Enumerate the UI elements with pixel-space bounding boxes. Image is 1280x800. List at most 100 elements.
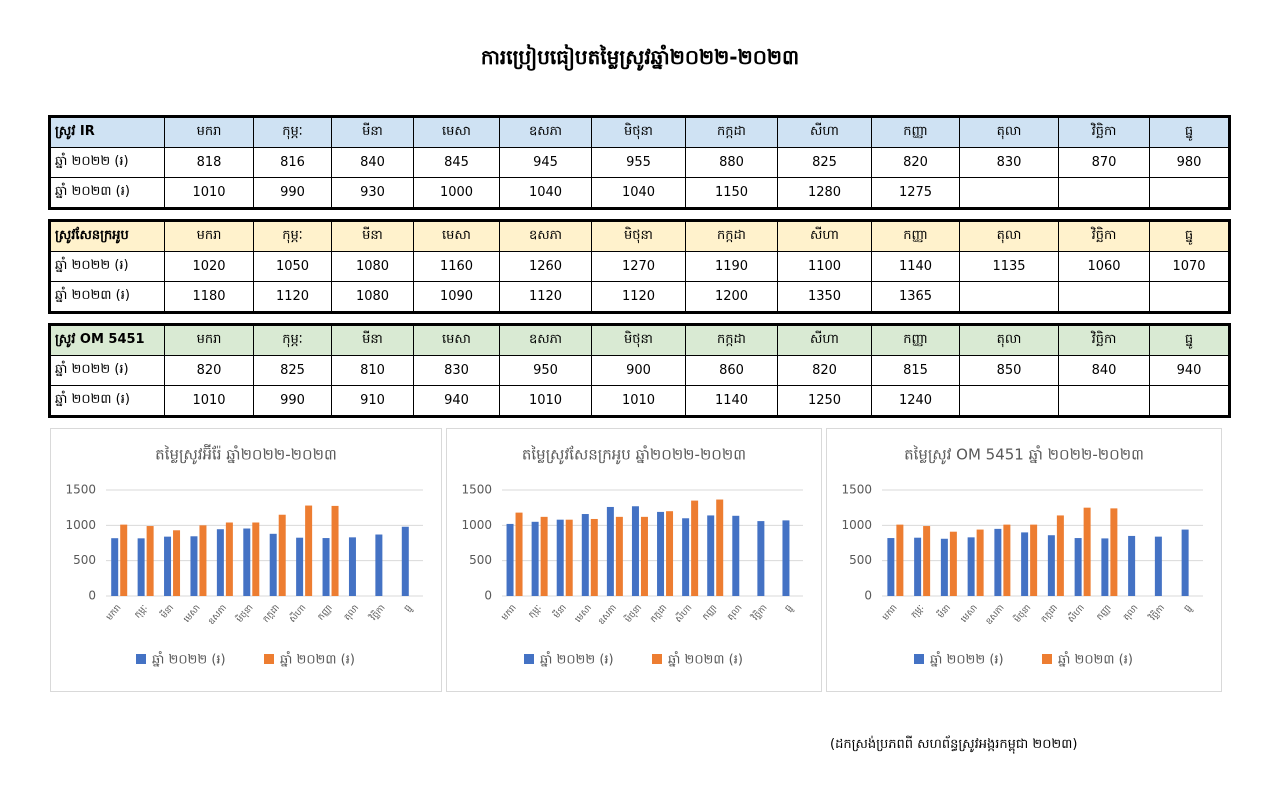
y-tick-label: 1000 [841, 518, 872, 532]
price-cell: 1150 [685, 177, 778, 209]
price-cell: 990 [253, 177, 332, 209]
price-cell: 1160 [413, 251, 500, 282]
month-header: កក្កដា [685, 116, 778, 148]
x-tick-label: មេសា [573, 603, 594, 625]
bar [111, 538, 119, 596]
row-label: ឆ្នាំ ២០២៣ (៛) [49, 177, 165, 209]
y-tick-label: 500 [469, 553, 492, 567]
x-tick-label: សីហា [672, 602, 694, 625]
x-tick-label: មករា [500, 603, 519, 623]
price-cell: 1050 [253, 251, 332, 282]
bar [531, 521, 539, 596]
x-tick-label: មេសា [959, 603, 980, 625]
price-cell: 820 [871, 147, 960, 178]
month-header: ធ្នូ [1149, 116, 1230, 148]
x-tick-label: មិថុនា [233, 602, 255, 625]
price-cell [1058, 385, 1150, 417]
y-tick-label: 0 [88, 589, 96, 603]
price-table: ស្រូវសែនក្រអូប មករា កុម្ភៈ មីនា មេសា ឧសភា មិថុ… [48, 219, 1231, 314]
y-tick-label: 0 [864, 589, 872, 603]
legend-swatch [264, 654, 274, 664]
row-label: ឆ្នាំ ២០២៣ (៛) [49, 281, 165, 313]
legend-label: ឆ្នាំ ២០២២ (៛) [540, 651, 614, 668]
month-header: វិច្ឆិកា [1058, 116, 1150, 148]
data-row: ឆ្នាំ ២០២២ (៛) 818 816 840 845 945 955 880 825 82… [49, 147, 1230, 178]
x-tick-label: ឧសភា [984, 603, 1006, 627]
price-cell: 1020 [164, 251, 254, 282]
bar [1003, 524, 1011, 596]
bar [887, 538, 895, 596]
month-header: សីហា [777, 116, 872, 148]
x-tick-label: កុម្ភៈ [133, 603, 150, 620]
month-header: មេសា [413, 116, 500, 148]
price-cell: 816 [253, 147, 332, 178]
price-cell: 815 [871, 355, 960, 386]
month-header: មករា [164, 220, 254, 252]
data-row: ឆ្នាំ ២០២២ (៛) 820 825 810 830 950 900 860 820 81… [49, 355, 1230, 386]
row-label: ឆ្នាំ ២០២២ (៛) [49, 251, 165, 282]
price-cell: 1120 [253, 281, 332, 313]
month-header: តុលា [959, 220, 1059, 252]
price-cell: 955 [591, 147, 686, 178]
chart-panel: តម្លៃស្រូវសែនក្រអូប ឆ្នាំ២០២២-២០២៣ 0 500 10… [446, 428, 822, 692]
bar [190, 536, 198, 596]
bar [640, 516, 648, 596]
price-cell: 990 [253, 385, 332, 417]
x-tick-label: កុម្ភៈ [910, 603, 927, 620]
bar [732, 515, 740, 596]
price-cell: 1120 [591, 281, 686, 313]
month-header: សីហា [777, 220, 872, 252]
bar [1110, 508, 1118, 596]
chart-panel: តម្លៃស្រូវអ៊ីរ៉ែ ឆ្នាំ២០២២-២០២៣ 0 500 1000 1… [50, 428, 442, 692]
bar [120, 524, 128, 596]
price-cell [959, 385, 1059, 417]
price-cell: 940 [1149, 355, 1230, 386]
price-cell [1149, 177, 1230, 209]
bar [1056, 515, 1064, 596]
month-header: មីនា [331, 116, 414, 148]
bar [1030, 524, 1038, 596]
price-cell: 1190 [685, 251, 778, 282]
month-header: តុលា [959, 324, 1059, 356]
month-header: មិថុនា [591, 116, 686, 148]
x-tick-label: កញ្ញា [1095, 603, 1114, 622]
price-cell: 1140 [685, 385, 778, 417]
x-tick-label: កក្កដា [1040, 603, 1061, 625]
row-label: ឆ្នាំ ២០២២ (៛) [49, 355, 165, 386]
bar [506, 523, 514, 596]
month-header: កុម្ភៈ [253, 220, 332, 252]
chart-panel: តម្លៃស្រូវ OM 5451 ឆ្នាំ ២០២២-២០២៣ 0 500 10… [826, 428, 1222, 692]
bar [782, 520, 790, 596]
row-label: ឆ្នាំ ២០២២ (៛) [49, 147, 165, 178]
bar [615, 516, 623, 596]
bar [1154, 536, 1162, 596]
x-tick-label: ធ្នូ [783, 603, 795, 615]
y-tick-label: 1500 [841, 483, 872, 497]
price-cell: 1260 [499, 251, 592, 282]
source-note: (ដកស្រង់ប្រភពពី សហព័ន្ធស្រូវអង្ករកម្ពុជា… [830, 737, 1078, 752]
bar [976, 529, 984, 596]
bar [515, 512, 523, 596]
bar [967, 537, 975, 596]
x-tick-label: វិច្ឆិកា [1146, 602, 1167, 624]
x-tick-label: មិថុនា [622, 602, 644, 625]
legend-label: ឆ្នាំ ២០២២ (៛) [152, 651, 226, 668]
price-cell: 1270 [591, 251, 686, 282]
bar [666, 511, 674, 596]
page-title: ការប្រៀបធៀបតម្លៃស្រូវឆ្នាំ២០២២-២០២៣ [480, 45, 800, 69]
y-tick-label: 0 [484, 589, 492, 603]
month-header: មិថុនា [591, 324, 686, 356]
table-header: ស្រូវ OM 5451 [49, 324, 165, 356]
price-cell: 1060 [1058, 251, 1150, 282]
price-cell: 980 [1149, 147, 1230, 178]
price-cell: 1080 [331, 281, 414, 313]
price-cell: 1000 [413, 177, 500, 209]
x-tick-label: តុលា [1122, 603, 1141, 623]
x-tick-label: កញ្ញា [316, 603, 335, 622]
bar [1101, 538, 1109, 596]
data-row: ឆ្នាំ ២០២៣ (៛) 1010 990 910 940 1010 1010 1140 1… [49, 385, 1230, 417]
price-cell: 1010 [591, 385, 686, 417]
legend-swatch [136, 654, 146, 664]
month-header: កក្កដា [685, 220, 778, 252]
